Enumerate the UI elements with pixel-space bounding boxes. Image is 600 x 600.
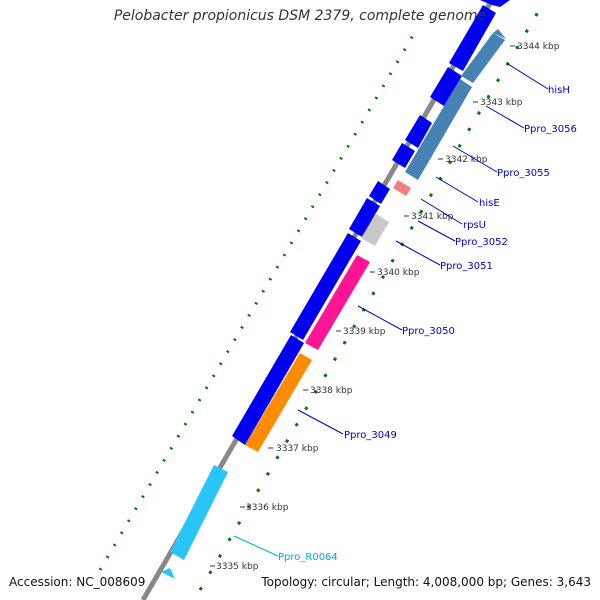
forward-cds-track (232, 0, 510, 445)
tick-label-3336: 3336 kbp (246, 503, 289, 513)
feature-ppro-3056-tip (493, 29, 506, 39)
cds-arrow (449, 5, 496, 71)
gc-skew-track-outer (98, 31, 417, 571)
tick-label-3342: 3342 kbp (445, 155, 488, 165)
gene-label-ppro-3055: Ppro_3055 (497, 168, 550, 179)
gene-label-ppro-3051: Ppro_3051 (440, 261, 493, 272)
gene-leader-lines (233, 63, 549, 557)
tick-label-3344: 3344 kbp (517, 42, 560, 52)
gene-label-rpsU: rpsU (463, 220, 486, 231)
tick-label-3339: 3339 kbp (343, 327, 386, 337)
genome-summary: Topology: circular; Length: 4,008,000 bp… (261, 575, 591, 589)
tick-label-3338: 3338 kbp (310, 386, 353, 396)
gene-label-ppro-3050: Ppro_3050 (402, 326, 455, 337)
feature-rpsU (393, 180, 411, 196)
cds-arrow (430, 67, 462, 106)
gene-label-ppro-3052: Ppro_3052 (455, 237, 508, 248)
cds-arrow (392, 143, 415, 168)
tick-label-3340: 3340 kbp (377, 268, 420, 278)
gene-label-ppro-3056: Ppro_3056 (524, 124, 577, 135)
kbp-ticks (210, 45, 515, 567)
gene-label-ppro-r0064: Ppro_R0064 (278, 552, 338, 563)
cds-arrow (369, 181, 390, 204)
gene-label-hisH: hisH (548, 85, 570, 96)
gene-labels: Ppro_R0064 Ppro_3049 Ppro_3050 Ppro_3051… (278, 85, 577, 563)
tick-label-3341: 3341 kbp (411, 212, 454, 222)
kbp-tick-labels: 3335 kbp 3336 kbp 3337 kbp 3338 kbp 3339… (216, 42, 560, 572)
gc-skew-track-inner (198, 0, 547, 591)
cds-arrow (290, 233, 361, 340)
tick-label-3337: 3337 kbp (276, 444, 319, 454)
map-title: Pelobacter propionicus DSM 2379, complet… (113, 8, 487, 24)
feature-track (161, 29, 506, 579)
accession-label: Accession: NC_008609 (9, 575, 146, 589)
feature-small-rna (161, 568, 175, 579)
feature-ppro-3051 (361, 214, 389, 246)
cds-arrow (480, 0, 510, 7)
feature-ppro-r0064 (170, 465, 228, 560)
gene-label-ppro-3049: Ppro_3049 (344, 430, 397, 441)
tick-label-3343: 3343 kbp (480, 98, 523, 108)
tick-label-3335: 3335 kbp (216, 562, 259, 572)
feature-ppro-3049 (245, 353, 312, 452)
feature-ppro-3056 (461, 33, 505, 83)
gene-label-hisE: hisE (479, 198, 500, 209)
cds-arrow (232, 335, 304, 445)
cds-arrow (349, 198, 380, 237)
feature-ppro-3055 (405, 79, 472, 180)
cds-arrow (405, 115, 432, 148)
feature-ppro-3050 (305, 255, 370, 350)
